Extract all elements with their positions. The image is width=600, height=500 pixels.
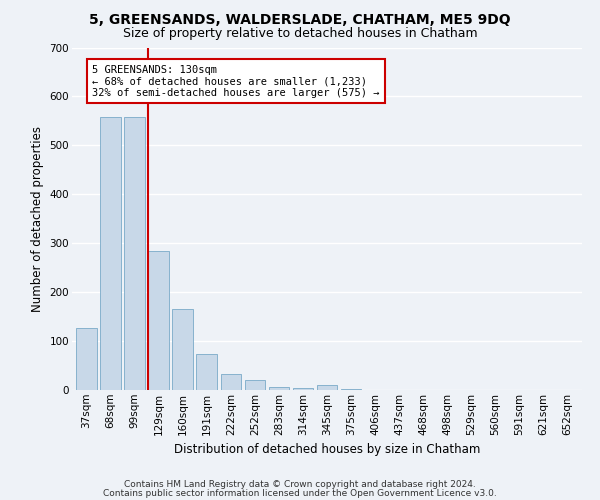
Bar <box>196 354 217 390</box>
Bar <box>124 118 145 390</box>
Text: 5, GREENSANDS, WALDERSLADE, CHATHAM, ME5 9DQ: 5, GREENSANDS, WALDERSLADE, CHATHAM, ME5… <box>89 12 511 26</box>
Bar <box>269 386 289 390</box>
Text: Size of property relative to detached houses in Chatham: Size of property relative to detached ho… <box>122 28 478 40</box>
Text: Contains public sector information licensed under the Open Government Licence v3: Contains public sector information licen… <box>103 490 497 498</box>
Text: 5 GREENSANDS: 130sqm
← 68% of detached houses are smaller (1,233)
32% of semi-de: 5 GREENSANDS: 130sqm ← 68% of detached h… <box>92 64 380 98</box>
Bar <box>317 385 337 390</box>
Bar <box>293 388 313 390</box>
Bar <box>172 310 193 390</box>
X-axis label: Distribution of detached houses by size in Chatham: Distribution of detached houses by size … <box>174 443 480 456</box>
Bar <box>341 388 361 390</box>
Bar <box>221 374 241 390</box>
Bar <box>100 118 121 390</box>
Bar <box>245 380 265 390</box>
Text: Contains HM Land Registry data © Crown copyright and database right 2024.: Contains HM Land Registry data © Crown c… <box>124 480 476 489</box>
Y-axis label: Number of detached properties: Number of detached properties <box>31 126 44 312</box>
Bar <box>148 250 169 390</box>
Bar <box>76 328 97 390</box>
